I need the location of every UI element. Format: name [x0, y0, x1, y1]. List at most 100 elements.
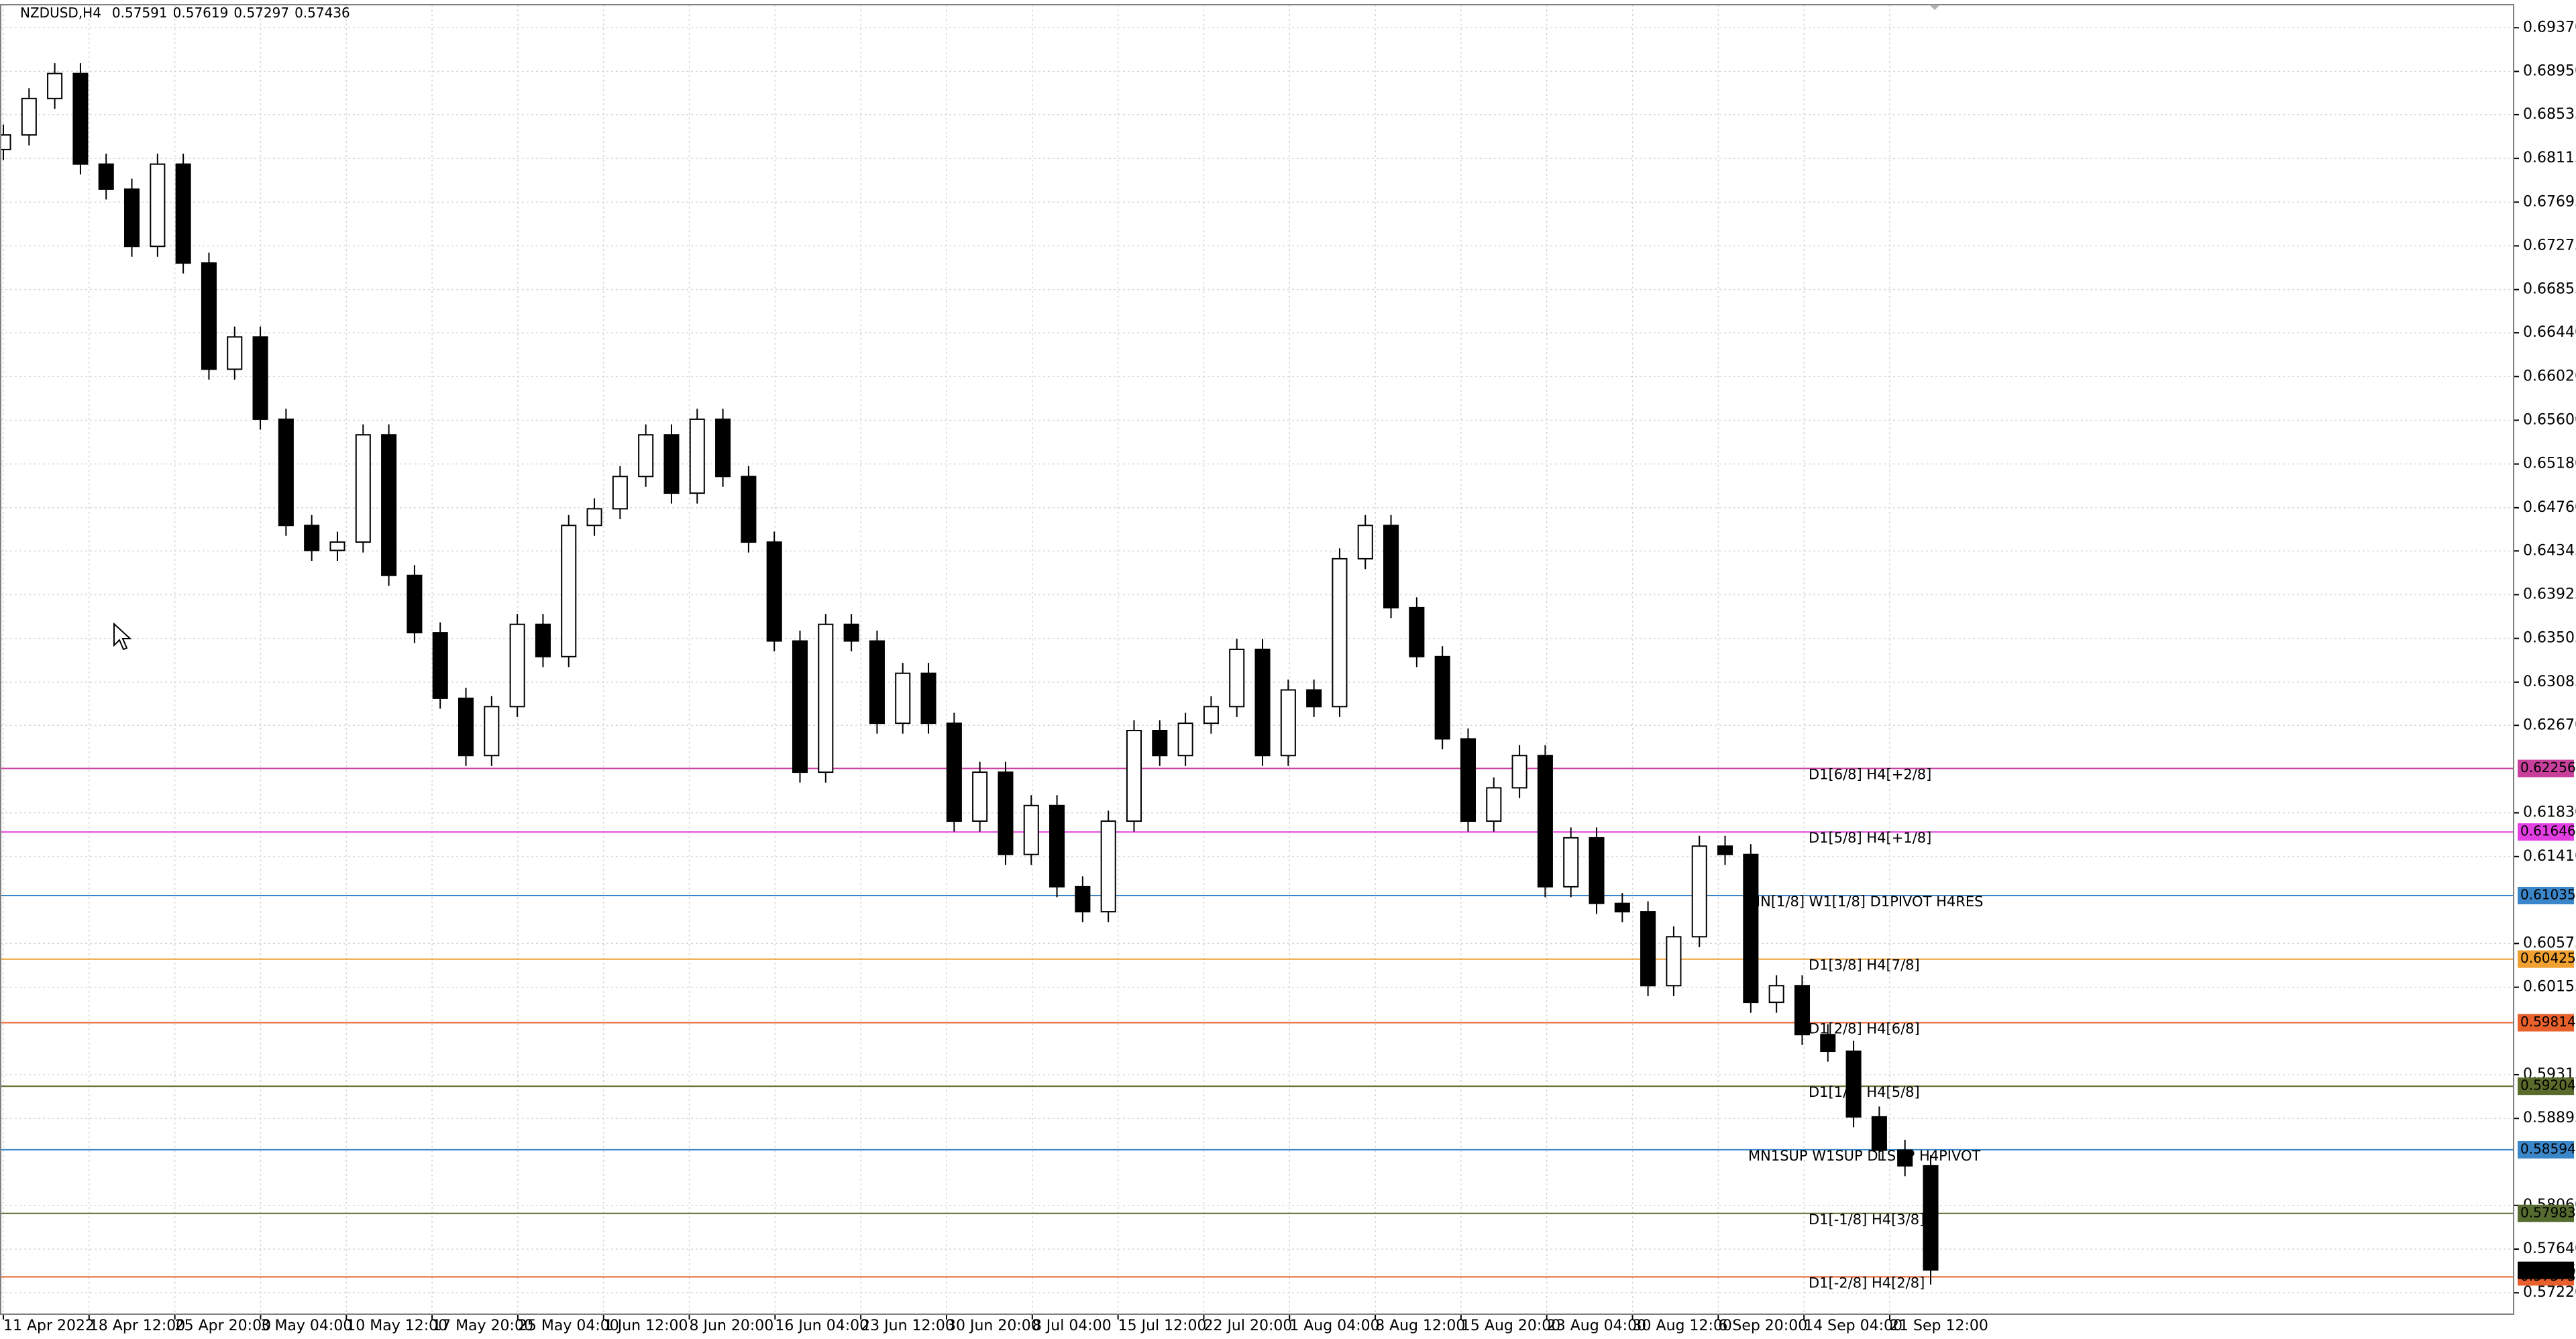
candle-body: [1229, 648, 1245, 708]
candle-body: [998, 771, 1014, 855]
price-box: [2518, 1014, 2574, 1032]
candle-body: [946, 722, 962, 822]
y-tick-label: 0.60575: [2523, 934, 2576, 951]
candle-body: [1845, 1051, 1862, 1118]
candle-body: [1486, 787, 1502, 822]
candle-body: [561, 525, 577, 657]
candle-body: [1409, 606, 1425, 657]
price-box: [2518, 887, 2574, 905]
candle-body: [586, 508, 602, 527]
candle-body: [355, 434, 371, 543]
candle-body: [1434, 655, 1450, 740]
candle-body: [21, 97, 37, 136]
candle-body: [1743, 853, 1759, 1004]
x-tick-label: 8 Aug 12:00: [1375, 1318, 1465, 1334]
x-tick-label: 15 Aug 20:00: [1461, 1318, 1560, 1334]
x-tick-label: 18 Apr 12:00: [89, 1318, 185, 1334]
candle-body: [1152, 730, 1168, 757]
header-value: 0.57436: [294, 5, 350, 21]
x-tick-label: 14 Sep 04:00: [1804, 1318, 1902, 1334]
x-tick-label: 8 Jul 04:00: [1032, 1318, 1112, 1334]
candle-body: [1923, 1165, 1939, 1271]
level-label: D1[1/8] H4[5/8]: [1809, 1084, 1920, 1100]
y-tick-label: 0.67695: [2523, 193, 2576, 210]
candle-body: [98, 163, 114, 190]
candle-body: [458, 697, 474, 757]
y-tick-label: 0.68535: [2523, 106, 2576, 123]
candle-body: [150, 163, 166, 248]
candle-body: [0, 134, 11, 150]
price-box-label: 0.62256: [2520, 759, 2576, 775]
candle-body: [432, 632, 448, 699]
candle-body: [1563, 837, 1579, 888]
x-tick-label: 8 Jun 20:00: [690, 1318, 774, 1334]
price-box-label: 0.61646: [2520, 823, 2576, 839]
level-label: D1[-1/8] H4[3/8]: [1809, 1212, 1925, 1228]
candle-body: [535, 623, 551, 657]
price-box-label: 0.60425: [2520, 950, 2576, 966]
candle-body: [227, 336, 243, 370]
x-tick-label: 30 Aug 12:00: [1633, 1318, 1732, 1334]
x-tick-label: 16 Jun 04:00: [775, 1318, 869, 1334]
x-tick-label: 23 Aug 04:00: [1547, 1318, 1646, 1334]
level-label: MN1SUP W1SUP D1SUP H4PIVOT: [1748, 1148, 1980, 1164]
y-tick-label: 0.66855: [2523, 281, 2576, 298]
candle-body: [663, 434, 680, 494]
scroll-marker: [1929, 5, 1940, 10]
candle-body: [1537, 755, 1553, 888]
level-label: D1[3/8] H4[7/8]: [1809, 957, 1920, 973]
candles: [0, 63, 1939, 1285]
candle-body: [1666, 936, 1682, 987]
price-box: [2518, 823, 2574, 841]
header-value: 0.57297: [233, 5, 289, 21]
candle-body: [766, 541, 782, 642]
price-box: [2518, 1140, 2574, 1159]
candle-body: [1306, 689, 1322, 708]
candle-body: [920, 672, 936, 725]
candle-body: [1871, 1116, 1887, 1151]
header-value: 0.57591: [112, 5, 168, 21]
y-tick-label: 0.67275: [2523, 237, 2576, 254]
x-tick-label: 17 May 20:00: [432, 1318, 533, 1334]
x-tick-label: 6 Sep 20:00: [1718, 1318, 1807, 1334]
candle-body: [869, 640, 885, 725]
candle-body: [1614, 902, 1630, 913]
x-tick-label: 10 May 12:00: [346, 1318, 447, 1334]
candle-body: [741, 476, 757, 543]
level-label: MN[1/8] W1[1/8] D1PIVOT H4RES: [1748, 894, 1983, 910]
x-tick-label: 25 May 04:00: [518, 1318, 619, 1334]
price-box-label: 0.59204: [2520, 1077, 2576, 1093]
candle-body: [1383, 525, 1399, 608]
y-tick-label: 0.60155: [2523, 979, 2576, 996]
candle-body: [1691, 845, 1707, 938]
symbol: NZDUSD,H4: [20, 5, 101, 21]
candle-body: [278, 418, 294, 527]
candle-body: [201, 262, 217, 370]
candle-body: [1357, 525, 1373, 559]
candle-body: [1254, 648, 1271, 757]
candle-body: [972, 771, 988, 822]
candle-body: [123, 188, 140, 248]
y-tick-label: 0.64345: [2523, 542, 2576, 559]
candle-body: [252, 336, 268, 420]
candle-body: [1203, 706, 1219, 725]
level-label: D1[-2/8] H4[2/8]: [1809, 1275, 1925, 1291]
level-label: D1[5/8] H4[+1/8]: [1809, 830, 1931, 846]
y-tick-label: 0.68115: [2523, 150, 2576, 166]
candle-body: [1280, 689, 1296, 757]
price-box: [2518, 759, 2574, 778]
x-tick-label: 30 Jun 20:00: [947, 1318, 1040, 1334]
candle-body: [1075, 886, 1091, 913]
